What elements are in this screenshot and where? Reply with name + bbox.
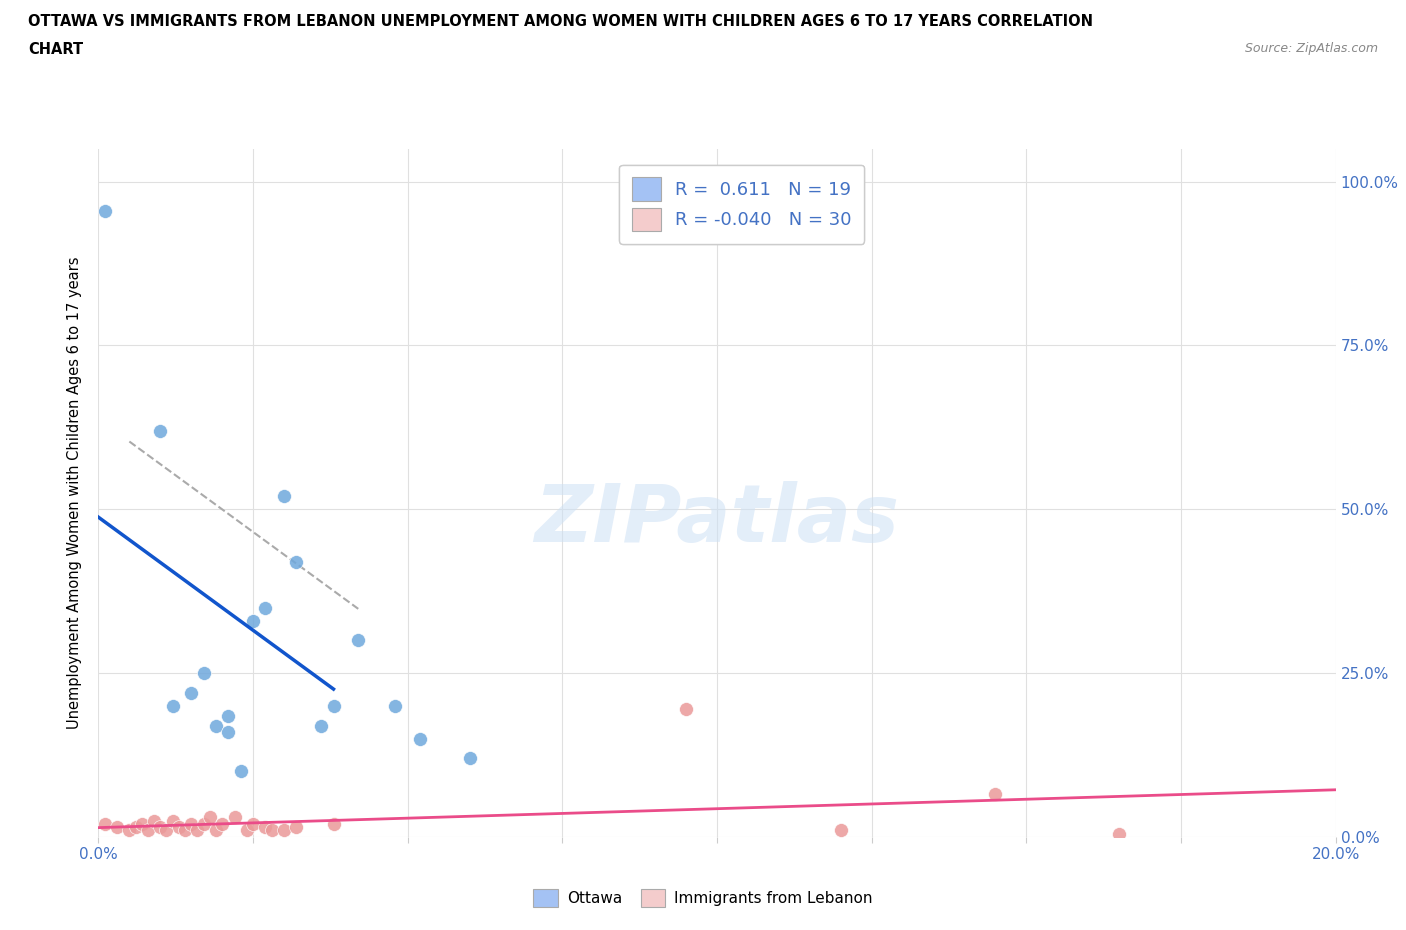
Point: [136, 823, 159, 838]
Point: [217, 724, 239, 739]
Point: [242, 613, 264, 628]
Text: OTTAWA VS IMMIGRANTS FROM LEBANON UNEMPLOYMENT AMONG WOMEN WITH CHILDREN AGES 6 : OTTAWA VS IMMIGRANTS FROM LEBANON UNEMPL…: [28, 14, 1092, 29]
Point: [186, 823, 208, 838]
Point: [242, 817, 264, 831]
Point: [236, 823, 259, 838]
Point: [273, 489, 295, 504]
Point: [149, 423, 172, 438]
Point: [162, 813, 184, 828]
Point: [984, 787, 1007, 802]
Point: [273, 823, 295, 838]
Legend: R =  0.611   N = 19, R = -0.040   N = 30: R = 0.611 N = 19, R = -0.040 N = 30: [619, 165, 865, 244]
Point: [162, 698, 184, 713]
Point: [254, 819, 277, 834]
Point: [205, 718, 228, 733]
Point: [675, 702, 697, 717]
Point: [830, 823, 852, 838]
Point: [260, 823, 283, 838]
Point: [285, 554, 308, 569]
Point: [155, 823, 177, 838]
Point: [118, 823, 141, 838]
Point: [229, 764, 252, 779]
Point: [309, 718, 332, 733]
Point: [198, 810, 221, 825]
Point: [180, 817, 202, 831]
Text: Source: ZipAtlas.com: Source: ZipAtlas.com: [1244, 42, 1378, 55]
Point: [285, 819, 308, 834]
Text: ZIPatlas: ZIPatlas: [534, 482, 900, 560]
Point: [254, 600, 277, 615]
Point: [224, 810, 246, 825]
Point: [458, 751, 481, 765]
Point: [347, 633, 370, 648]
Point: [322, 817, 344, 831]
Point: [205, 823, 228, 838]
Point: [322, 698, 344, 713]
Point: [211, 817, 233, 831]
Point: [105, 819, 128, 834]
Point: [1108, 826, 1130, 841]
Point: [409, 731, 432, 746]
Point: [149, 819, 172, 834]
Point: [124, 819, 146, 834]
Point: [167, 819, 190, 834]
Point: [143, 813, 166, 828]
Point: [193, 666, 215, 681]
Point: [217, 709, 239, 724]
Point: [174, 823, 197, 838]
Point: [131, 817, 153, 831]
Point: [384, 698, 406, 713]
Point: [93, 204, 115, 219]
Point: [93, 817, 115, 831]
Y-axis label: Unemployment Among Women with Children Ages 6 to 17 years: Unemployment Among Women with Children A…: [67, 257, 83, 729]
Point: [180, 685, 202, 700]
Point: [193, 817, 215, 831]
Legend: Ottawa, Immigrants from Lebanon: Ottawa, Immigrants from Lebanon: [527, 884, 879, 913]
Text: CHART: CHART: [28, 42, 83, 57]
